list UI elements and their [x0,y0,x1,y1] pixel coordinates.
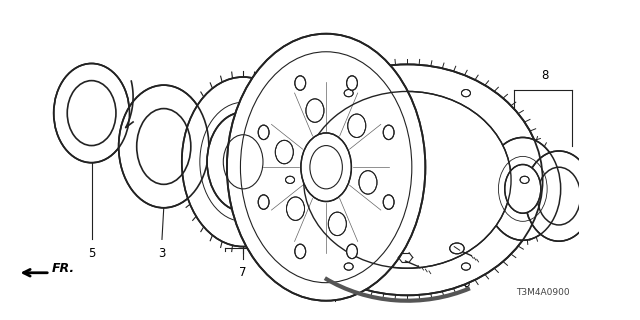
Ellipse shape [227,34,426,301]
Text: 8: 8 [541,69,549,83]
Ellipse shape [520,176,529,183]
Text: 2: 2 [406,286,414,299]
Ellipse shape [303,92,511,268]
Text: FR.: FR. [52,262,75,275]
Ellipse shape [450,243,464,254]
Ellipse shape [285,176,294,183]
Ellipse shape [258,195,269,209]
Ellipse shape [598,137,640,252]
Ellipse shape [328,212,346,236]
Ellipse shape [287,197,305,220]
Text: 7: 7 [239,267,247,279]
Ellipse shape [344,263,353,270]
Ellipse shape [182,77,305,247]
Ellipse shape [207,112,279,212]
Text: 5: 5 [88,247,95,260]
Ellipse shape [461,263,470,270]
Ellipse shape [301,133,351,202]
Ellipse shape [258,125,269,140]
Ellipse shape [295,76,306,90]
Ellipse shape [347,76,357,90]
Ellipse shape [348,114,366,138]
Ellipse shape [359,171,377,194]
Ellipse shape [275,140,293,164]
Ellipse shape [485,138,561,240]
Ellipse shape [344,90,353,97]
Ellipse shape [525,151,593,241]
Text: T3M4A0900: T3M4A0900 [516,288,570,297]
Ellipse shape [118,85,209,208]
Ellipse shape [461,90,470,97]
Ellipse shape [54,63,129,163]
Ellipse shape [383,125,394,140]
Ellipse shape [272,64,543,295]
Text: 6: 6 [462,277,470,290]
Ellipse shape [505,164,541,213]
Text: 3: 3 [158,247,166,260]
Text: 1: 1 [332,265,339,278]
Ellipse shape [306,99,324,122]
Ellipse shape [347,244,357,259]
Ellipse shape [295,244,306,259]
Ellipse shape [383,195,394,209]
